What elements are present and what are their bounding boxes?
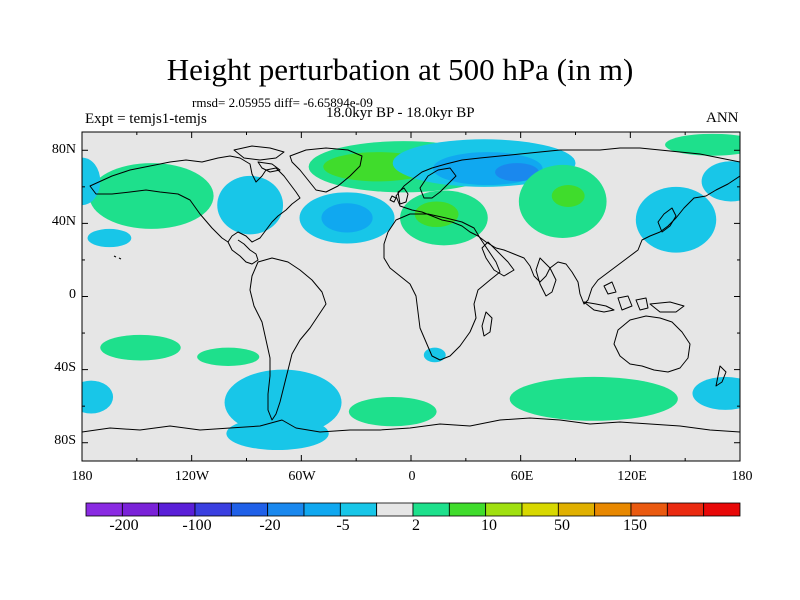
lon-label-180e: 180 [731,469,753,484]
coastlines [82,145,740,433]
colorbar-swatch [594,502,632,517]
coastline-scandinavia [419,167,457,199]
coastline-indonesia [583,281,685,313]
coastline-eurasia [395,147,740,305]
negative-anomaly [87,228,132,248]
colorbar-swatch [230,502,269,517]
coastline-madagascar [481,311,493,337]
colorbar-swatch [666,502,705,517]
coastline-australia [613,315,691,373]
coastline-arctic-islands [233,145,285,173]
colorbar-label: 150 [623,517,647,534]
lon-label-60w: 60W [288,469,316,484]
lat-label-80s: 80S [54,433,76,448]
colorbar-swatch [194,502,232,517]
colorbar-swatch [521,502,559,517]
colorbar-swatch [121,502,160,517]
coastline-japan [657,207,677,233]
colorbar-swatch [376,502,414,517]
positive-anomaly [89,163,214,229]
coastline-greenland [289,147,363,193]
lon-label-0: 0 [408,469,416,484]
experiment-label: Expt = temjs1-temjs [85,111,207,127]
lon-label-60e: 60E [510,469,534,484]
lat-label-40s: 40S [54,360,76,375]
lat-label-40n: 40N [51,214,76,229]
negative-anomaly [701,161,740,202]
positive-anomaly [100,334,181,361]
colorbar-label: -20 [259,517,281,534]
negative-anomaly [692,376,740,410]
negative-anomaly [495,163,539,182]
stats-text: rmsd= 2.05955 diff= -6.65894e-09 [192,95,373,110]
positive-anomaly [197,347,260,366]
colorbar-label: -5 [336,517,350,534]
negative-anomaly [82,380,114,414]
positive-anomaly [665,133,740,156]
coastline-north-america [89,155,301,243]
coastline-new-zealand [715,365,727,387]
positive-anomaly [551,185,585,207]
period-label: 18.0kyr BP - 18.0kyr BP [326,105,475,121]
lat-label-0: 0 [69,287,76,302]
anomaly-field [82,133,740,451]
lon-label-120w: 120W [174,469,210,484]
colorbar-swatch [448,502,487,517]
colorbar-label: -100 [182,517,212,534]
colorbar-swatch [267,502,305,517]
colorbar-swatch [630,502,668,517]
colorbar-swatch [303,502,341,517]
negative-anomaly [321,203,373,233]
colorbar-label: 50 [554,517,570,534]
negative-anomaly [635,186,717,253]
lat-label-80n: 80N [51,142,76,157]
colorbar-swatch [557,502,596,517]
coastline-central-america [227,239,259,265]
colorbar-swatch [412,502,450,517]
colorbar-swatch [485,502,523,517]
colorbar-swatch [703,502,741,517]
colorbar-swatch [85,502,123,517]
plot-title: Height perturbation at 500 hPa (in m) [166,52,634,87]
negative-anomaly [217,175,284,235]
negative-anomaly [226,417,329,451]
colorbar-label: 10 [481,517,497,534]
lon-label-120e: 120E [617,469,647,484]
coastline-south-america [249,257,327,421]
coastline-africa [383,213,501,361]
colorbar-swatch [158,502,196,517]
coastline-british-isles [389,187,409,205]
positive-anomaly [348,397,437,427]
coastline-arabia [481,241,515,277]
colorbar [85,502,741,517]
colorbar-label: -200 [109,517,139,534]
season-label: ANN [706,110,739,126]
lon-label-180w: 180 [71,469,93,484]
coastline-antarctica [82,417,740,433]
colorbar-label: 2 [412,517,420,534]
coastline-india [535,257,557,297]
negative-anomaly [423,347,446,363]
positive-anomaly [509,376,678,421]
axis-ticks [81,132,741,461]
negative-anomaly [224,369,342,436]
coastline-hawaii [113,255,122,260]
colorbar-swatch [339,502,378,517]
